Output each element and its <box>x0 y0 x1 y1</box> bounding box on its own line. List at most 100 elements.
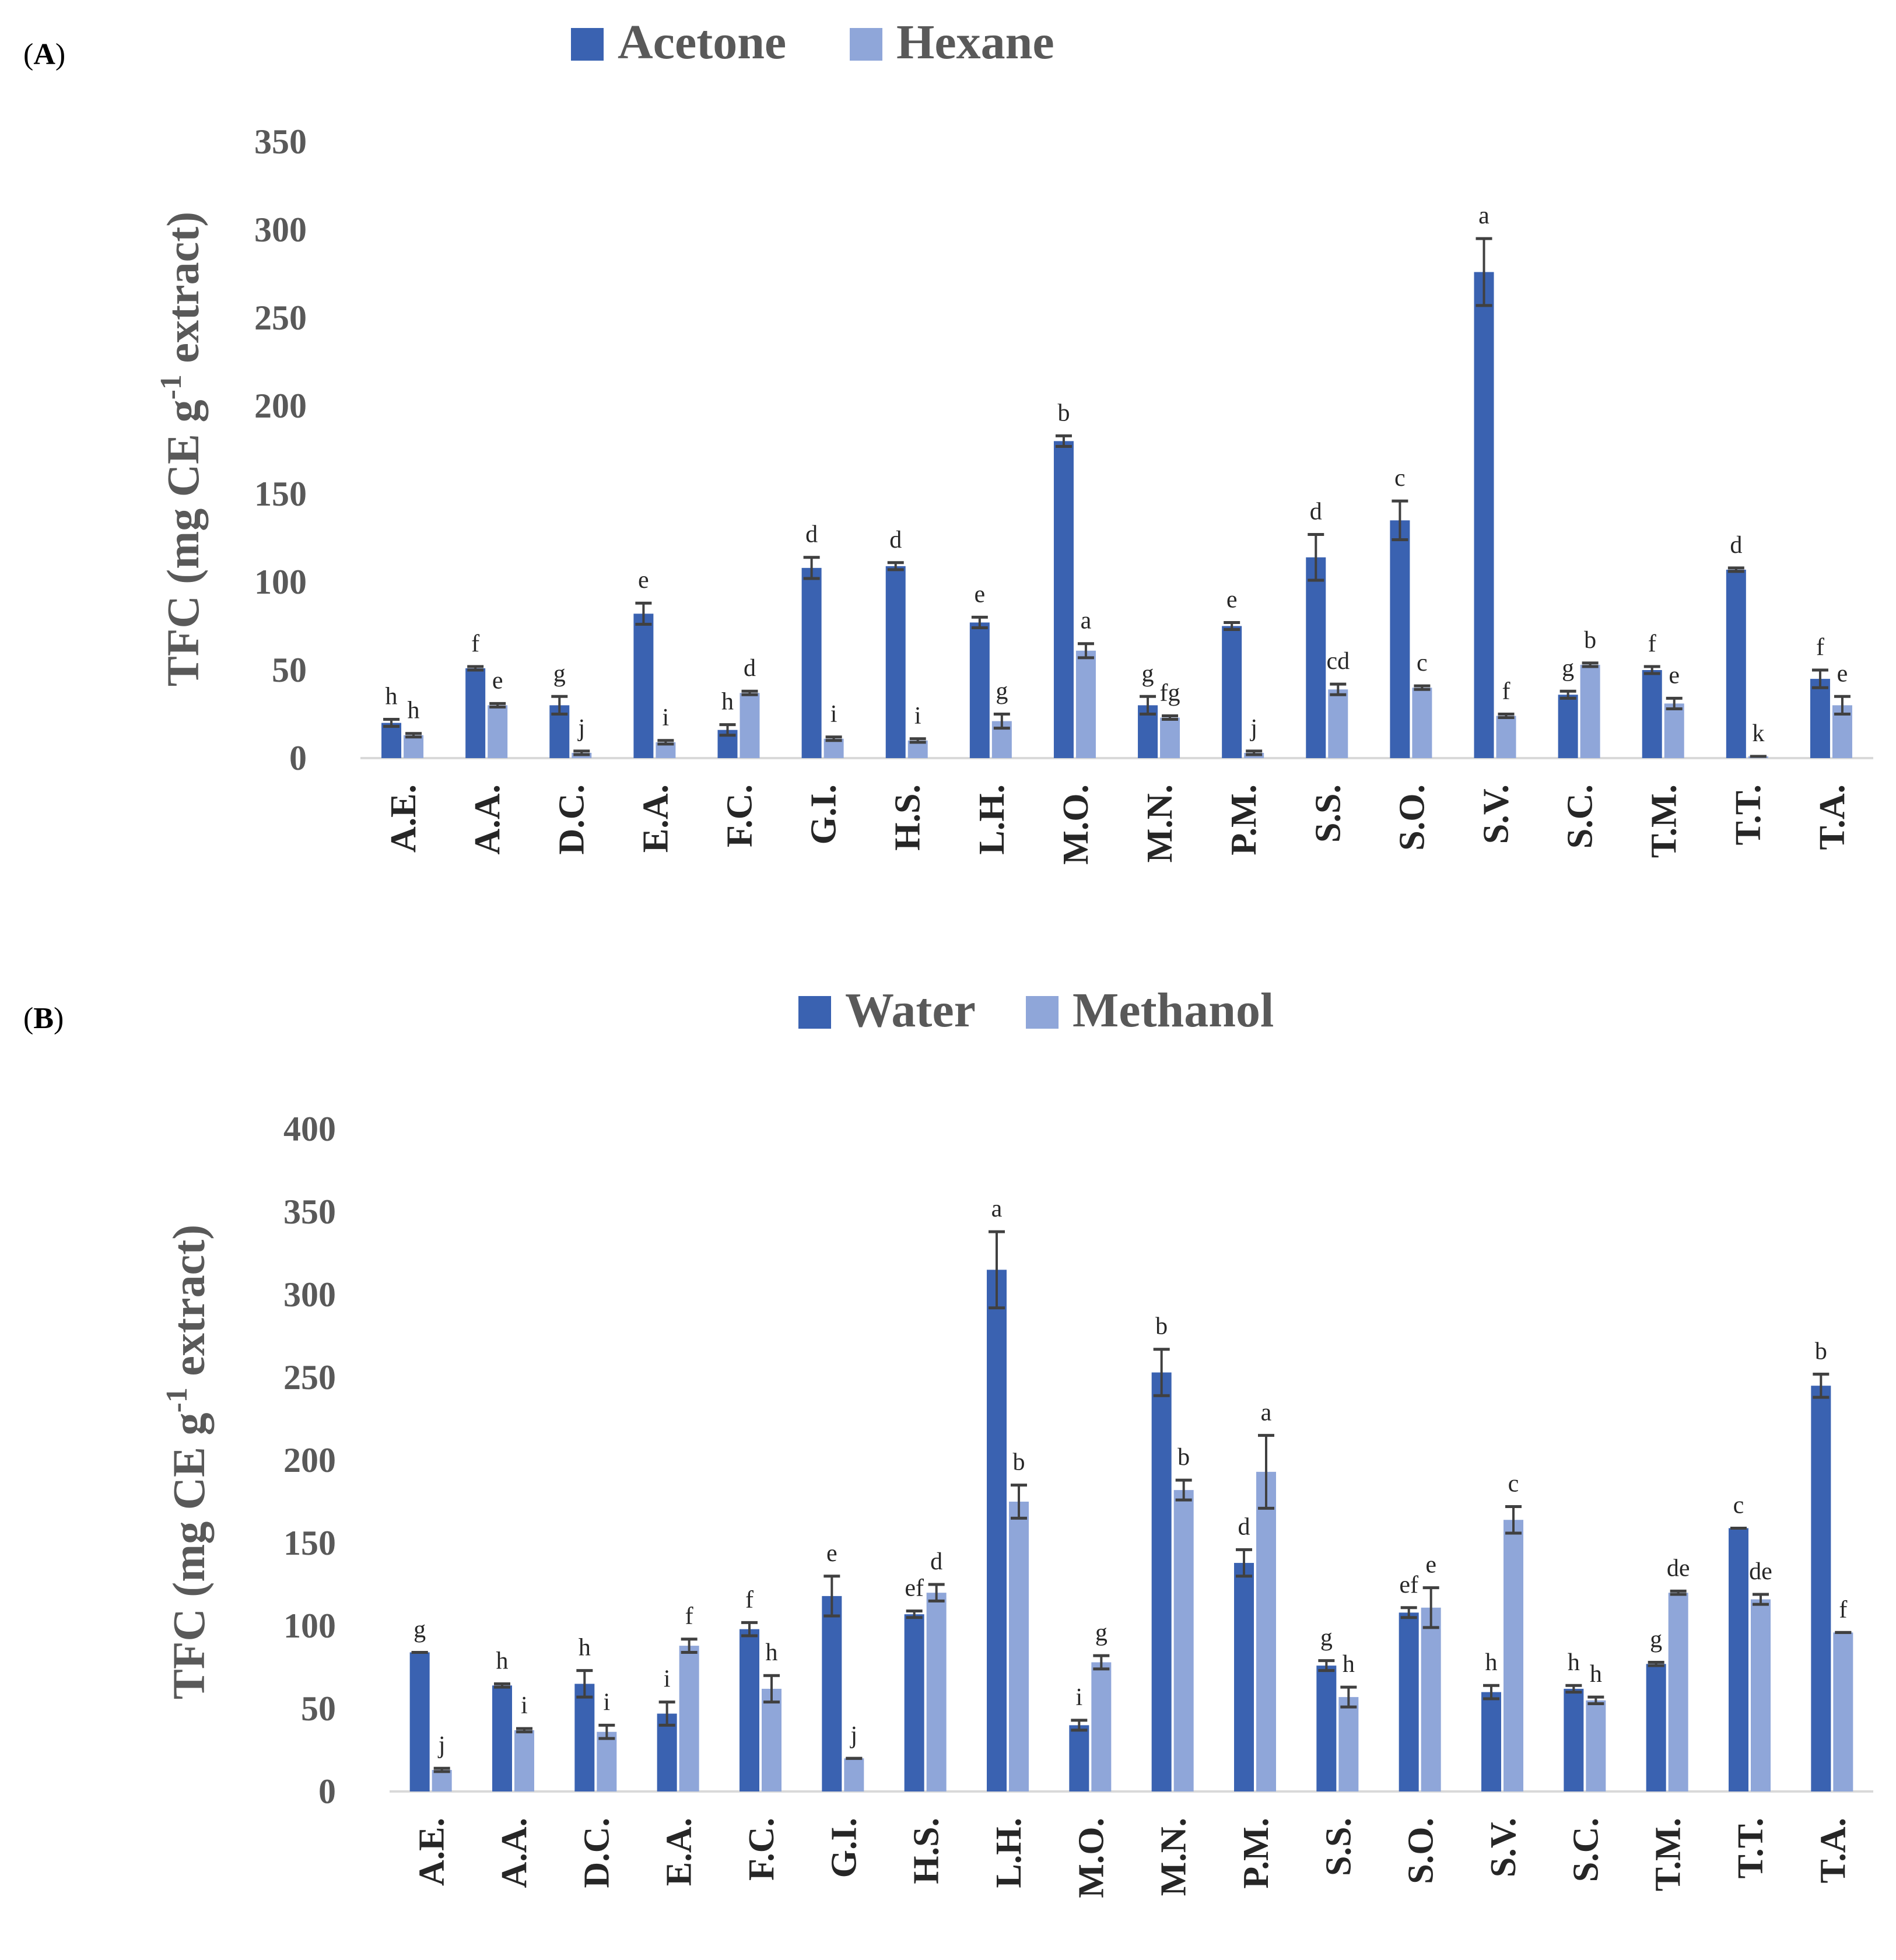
error-bar <box>1811 668 1828 689</box>
x-tick-label-so: S.O. <box>1392 784 1432 851</box>
legend-swatch-hexane <box>850 28 882 61</box>
error-bar <box>598 1723 615 1740</box>
x-tick-label-ea: E.A. <box>636 784 675 853</box>
bar-hexane-ss <box>1328 689 1348 758</box>
bar-water-mn <box>1151 1372 1172 1791</box>
error-bar <box>909 737 926 744</box>
x-tick-label-ae: A.E. <box>384 784 423 853</box>
error-bar <box>719 723 736 737</box>
bar-water-so <box>1399 1612 1419 1791</box>
panel-label-letter: A <box>33 38 55 71</box>
bar-hexane-gi <box>823 738 844 758</box>
error-bar <box>1483 1684 1499 1700</box>
legend-label-water: Water <box>845 983 976 1037</box>
y-tick-label: 250 <box>254 299 307 337</box>
x-tick-label-tt: T.T. <box>1731 1818 1771 1879</box>
x-tick-label-ta: T.A. <box>1813 784 1852 850</box>
error-bar <box>1666 696 1683 710</box>
x-tick-label-ss: S.S. <box>1319 1818 1358 1876</box>
significance-letter: f <box>745 1586 754 1613</box>
significance-letter: h <box>496 1647 509 1674</box>
significance-letter: d <box>744 655 756 682</box>
bar-methanol-sv <box>1504 1520 1523 1791</box>
x-tick-label-sv: S.V. <box>1484 1818 1523 1877</box>
panel-label-close: ) <box>54 1002 64 1035</box>
y-axis-label-tail: extract) <box>163 1225 214 1387</box>
bar-acetone-pm <box>1222 626 1242 758</box>
significance-letter: i <box>663 704 670 731</box>
y-tick-label: 0 <box>289 739 307 777</box>
error-bar <box>1670 1589 1687 1596</box>
x-tick-label-hs: H.S. <box>907 1818 947 1884</box>
bar-hexane-sc <box>1580 664 1600 758</box>
x-tick-label-tt: T.T. <box>1729 784 1768 846</box>
bar-methanol-fc <box>762 1688 781 1791</box>
panel-label-letter: B <box>33 1002 54 1035</box>
x-tick-label-so: S.O. <box>1401 1818 1441 1884</box>
significance-letter: e <box>638 567 649 594</box>
legend: Water Methanol <box>798 983 1274 1037</box>
significance-letter: ef <box>905 1575 924 1601</box>
error-bar <box>1071 1719 1088 1732</box>
bar-water-ss <box>1316 1666 1337 1791</box>
significance-letter: d <box>1310 498 1322 525</box>
significance-letter: j <box>849 1722 857 1749</box>
bar-hexane-tm <box>1664 703 1684 758</box>
bar-methanol-pm <box>1256 1471 1276 1791</box>
x-tick-label-tm: T.M. <box>1645 784 1684 858</box>
y-tick-label: 400 <box>283 1110 336 1148</box>
significance-letter: i <box>830 701 837 728</box>
significance-letter: de <box>1749 1558 1772 1585</box>
significance-letter: a <box>1478 202 1490 229</box>
y-axis-label-sup: -1 <box>160 1387 194 1412</box>
bar-acetone-aa <box>465 668 486 758</box>
error-bar <box>1077 642 1094 660</box>
panel-label-close: ) <box>55 38 65 71</box>
bar-water-ae <box>409 1652 430 1791</box>
significance-letter: ef <box>1399 1572 1418 1598</box>
significance-letter: b <box>1815 1338 1827 1365</box>
error-bar <box>489 702 506 709</box>
significance-letter: fg <box>1160 680 1180 707</box>
significance-letter: a <box>1081 608 1092 634</box>
error-bar <box>1162 714 1179 721</box>
error-bar <box>1505 1505 1522 1535</box>
x-tick-label-ae: A.E. <box>412 1818 452 1886</box>
bar-water-tt <box>1729 1528 1748 1791</box>
error-bar <box>1258 1433 1274 1510</box>
y-tick-label: 300 <box>283 1275 336 1314</box>
bar-methanol-ae <box>432 1770 452 1791</box>
significance-letter: i <box>603 1689 610 1716</box>
significance-letter: g <box>553 660 566 687</box>
error-bar <box>1498 713 1515 720</box>
significance-letter: h <box>1343 1651 1355 1678</box>
x-tick-label-ea: E.A. <box>660 1818 699 1886</box>
y-axis-label-tail: extract) <box>157 212 208 374</box>
significance-letter: h <box>1590 1661 1602 1688</box>
y-tick-label: 50 <box>272 651 307 689</box>
significance-letter: h <box>1568 1649 1580 1676</box>
legend-swatch-methanol <box>1026 996 1059 1029</box>
error-bar <box>467 665 484 672</box>
bar-water-dc <box>574 1684 595 1791</box>
error-bar <box>741 1621 758 1638</box>
significance-letter: c <box>1417 650 1428 676</box>
significance-letter: de <box>1667 1555 1690 1582</box>
x-tick-label-mo: M.O. <box>1071 1818 1111 1898</box>
y-tick-label: 100 <box>254 563 307 601</box>
bar-acetone-sv <box>1474 272 1494 759</box>
error-bar <box>1422 1586 1439 1629</box>
significance-letter: h <box>1485 1649 1498 1676</box>
bar-acetone-ea <box>633 613 654 758</box>
error-bar <box>383 718 400 728</box>
error-bar <box>1392 499 1408 542</box>
y-tick-label: 350 <box>254 122 307 161</box>
significance-letter: j <box>437 1732 446 1759</box>
y-tick-label: 250 <box>283 1358 336 1397</box>
y-axis-label: TFC (mg CE g-1 extract) <box>155 212 208 686</box>
significance-letter: f <box>685 1603 693 1630</box>
bar-methanol-mn <box>1173 1490 1194 1791</box>
significance-letter: g <box>1320 1625 1333 1652</box>
error-bar <box>763 1674 780 1704</box>
bar-hexane-aa <box>488 705 508 758</box>
